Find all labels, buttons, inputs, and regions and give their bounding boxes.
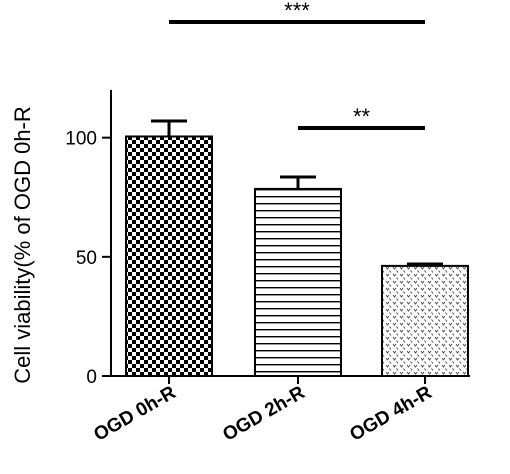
bars-group [125,119,469,384]
significance-brackets: ***** [169,0,425,130]
bar [381,264,469,378]
y-tick-label: 50 [76,248,97,269]
x-category-label: OGD 4h-R [346,382,435,446]
bar [125,135,213,377]
y-tick-label: 100 [65,129,97,150]
significance-label: *** [284,0,310,23]
x-category-label: OGD 2h-R [219,382,308,446]
x-category-label: OGD 0h-R [90,382,179,446]
y-axis-title: Cell viability(% of OGD 0h-R [10,106,35,384]
y-tick-label: 0 [86,367,97,388]
bar [254,187,342,377]
category-labels: OGD 0h-R OGD 2h-R OGD 4h-R [90,382,435,446]
significance-label: ** [353,104,371,129]
y-ticks: 0 50 100 [65,129,111,388]
